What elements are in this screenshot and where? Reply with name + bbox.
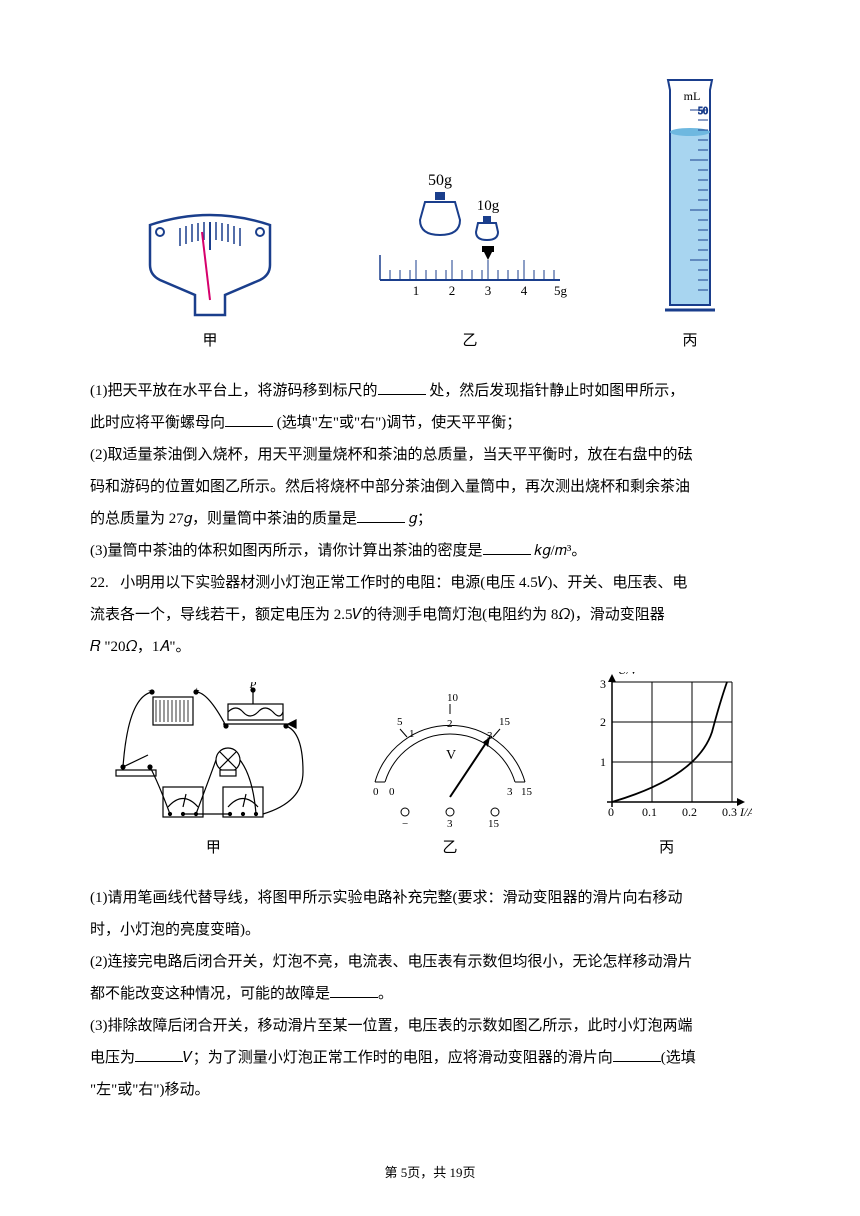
weights-svg: 50g 10g 1 2 3 4 xyxy=(370,160,570,320)
fig-label-c: 丙 xyxy=(682,326,697,356)
fig-weights: 50g 10g 1 2 3 4 xyxy=(370,160,570,356)
q22-intro2: 流表各一个，导线若干，额定电压为 2.5𝑉的待测手电筒灯泡(电阻约为 8𝛺)，滑… xyxy=(90,600,770,630)
svg-text:0: 0 xyxy=(373,786,379,798)
svg-text:10: 10 xyxy=(447,692,459,704)
svg-text:15: 15 xyxy=(521,786,533,798)
graph-svg: 1 2 3 0 0.1 0.2 0.3 U/V I/A xyxy=(582,672,752,827)
v-label: V xyxy=(446,748,456,763)
q21-figure-row: 甲 50g 10g 1 xyxy=(90,70,770,356)
svg-text:3: 3 xyxy=(600,677,606,691)
q22-p6: 电压为𝑉；为了测量小灯泡正常工作时的电阻，应将滑动变阻器的滑片向(选填 xyxy=(90,1043,770,1073)
q21-p5: 的总质量为 27𝑔，则量筒中茶油的质量是 𝑔； xyxy=(90,504,770,534)
fig-voltmeter: 0 0 5 1 10 2 15 3 15 3 V − 3 15 乙 xyxy=(355,687,545,863)
fig-circuit: − + P xyxy=(108,682,318,863)
graph-xlabel: I/A xyxy=(739,805,752,819)
w50-label: 50g xyxy=(428,172,452,189)
blank-5[interactable] xyxy=(330,980,378,998)
svg-text:0: 0 xyxy=(389,786,395,798)
q21-p6: (3)量筒中茶油的体积如图丙所示，请你计算出茶油的密度是 𝑘𝑔/𝑚³。 xyxy=(90,536,770,566)
q22-p5: (3)排除故障后闭合开关，移动滑片至某一位置，电压表的示数如图乙所示，此时小灯泡… xyxy=(90,1011,770,1041)
q22-intro1: 22. 小明用以下实验器材测小灯泡正常工作时的电阻：电源(电压 4.5𝑉)、开关… xyxy=(90,568,770,598)
blank-6[interactable] xyxy=(135,1044,183,1062)
q21-p3: (2)取适量茶油倒入烧杯，用天平测量烧杯和茶油的总质量，当天平平衡时，放在右盘中… xyxy=(90,440,770,470)
q22-p2: 时，小灯泡的亮度变暗)。 xyxy=(90,915,770,945)
blank-3[interactable] xyxy=(357,505,405,523)
svg-text:50: 50 xyxy=(698,106,708,117)
voltmeter-svg: 0 0 5 1 10 2 15 3 15 3 V − 3 15 xyxy=(355,687,545,827)
svg-text:5g: 5g xyxy=(554,283,568,298)
cyl-unit: mL xyxy=(684,89,701,103)
svg-text:1: 1 xyxy=(600,755,606,769)
w10-label: 10g xyxy=(477,198,500,214)
q22-figure-row: − + P xyxy=(90,672,770,863)
svg-text:P: P xyxy=(249,682,257,691)
fig-label-a2: 甲 xyxy=(206,833,221,863)
page-footer: 第 5页，共 19页 xyxy=(0,1160,860,1186)
svg-text:15: 15 xyxy=(499,716,511,728)
svg-text:0.1: 0.1 xyxy=(642,805,657,819)
fig-label-c2: 丙 xyxy=(659,833,674,863)
svg-text:0.3: 0.3 xyxy=(722,805,737,819)
svg-text:0: 0 xyxy=(608,805,614,819)
svg-text:2: 2 xyxy=(447,718,453,730)
fig-balance: 甲 xyxy=(130,190,290,356)
blank-2[interactable] xyxy=(225,409,273,427)
q22-intro3: 𝑅 "20𝛺，1𝐴"。 xyxy=(90,632,770,662)
fig-label-b: 乙 xyxy=(462,326,477,356)
svg-text:−: − xyxy=(402,818,408,827)
q21-p4: 码和游码的位置如图乙所示。然后将烧杯中部分茶油倒入量筒中，再次测出烧杯和剩余茶油 xyxy=(90,472,770,502)
fig-cylinder: mL 50 xyxy=(650,70,730,356)
balance-svg xyxy=(130,190,290,320)
cylinder-svg: mL 50 xyxy=(650,70,730,320)
graph-ylabel: U/V xyxy=(618,672,639,677)
svg-text:0.2: 0.2 xyxy=(682,805,697,819)
svg-text:3: 3 xyxy=(485,283,492,298)
fig-label-a: 甲 xyxy=(202,326,217,356)
blank-7[interactable] xyxy=(613,1044,661,1062)
svg-text:3: 3 xyxy=(507,786,513,798)
blank-1[interactable] xyxy=(378,377,426,395)
fig-label-b2: 乙 xyxy=(442,833,457,863)
svg-text:3: 3 xyxy=(447,818,453,827)
q22-p1: (1)请用笔画线代替导线，将图甲所示实验电路补充完整(要求：滑动变阻器的滑片向右… xyxy=(90,883,770,913)
svg-text:1: 1 xyxy=(409,728,415,740)
q21-p1: (1)把天平放在水平台上，将游码移到标尺的 处，然后发现指针静止时如图甲所示， xyxy=(90,376,770,406)
q22-p4: 都不能改变这种情况，可能的故障是。 xyxy=(90,979,770,1009)
svg-text:5: 5 xyxy=(397,716,403,728)
svg-text:4: 4 xyxy=(521,283,528,298)
circuit-svg: − + P xyxy=(108,682,318,827)
svg-text:2: 2 xyxy=(600,715,606,729)
svg-text:15: 15 xyxy=(488,818,500,827)
q21-p2: 此时应将平衡螺母向 (选填"左"或"右")调节，使天平平衡； xyxy=(90,408,770,438)
q22-p3: (2)连接完电路后闭合开关，灯泡不亮，电流表、电压表有示数但均很小，无论怎样移动… xyxy=(90,947,770,977)
fig-graph: 1 2 3 0 0.1 0.2 0.3 U/V I/A 丙 xyxy=(582,672,752,863)
svg-text:2: 2 xyxy=(449,283,456,298)
svg-text:1: 1 xyxy=(413,283,420,298)
q22-p7: "左"或"右")移动。 xyxy=(90,1075,770,1105)
blank-4[interactable] xyxy=(483,537,531,555)
